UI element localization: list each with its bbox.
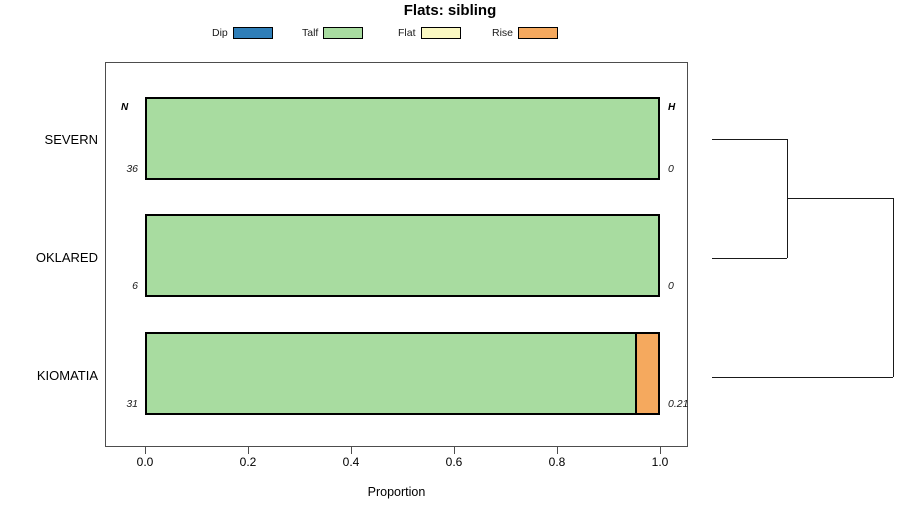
h-column-header: H [668, 102, 676, 113]
dendro-leaf-severn [712, 139, 787, 140]
legend-swatch-rise [518, 27, 559, 39]
bar-segment-rise [635, 334, 658, 413]
n-value-kiomatia: 31 [126, 398, 138, 410]
legend-swatch-flat [420, 27, 461, 39]
xaxis-tick-5 [660, 447, 661, 454]
legend-item-talf[interactable]: Talf [302, 24, 364, 42]
dendro-merge-root [893, 198, 894, 377]
dendrogram [700, 62, 900, 447]
category-label-severn: SEVERN [44, 132, 98, 147]
chart-legend: Dip Talf Flat Rise [212, 24, 592, 42]
xaxis-ticklabel-2: 0.4 [342, 455, 360, 469]
n-column-header: N [121, 102, 129, 113]
h-value-severn: 0 [668, 163, 674, 175]
legend-label-talf: Talf [302, 27, 319, 39]
n-value-severn: 36 [126, 163, 138, 175]
legend-label-flat: Flat [398, 27, 416, 39]
xaxis-ticklabel-0: 0.0 [136, 455, 154, 469]
h-value-kiomatia: 0.21 [668, 398, 689, 410]
xaxis-ticklabel-4: 0.8 [548, 455, 566, 469]
xaxis-tick-1 [248, 447, 249, 454]
xaxis-title: Proportion [367, 485, 426, 499]
xaxis-ticklabel-3: 0.6 [445, 455, 463, 469]
bar-segment-talf [147, 99, 658, 178]
dendro-leaf-oklared [712, 258, 787, 259]
bar-oklared[interactable] [145, 214, 660, 297]
xaxis-tick-0 [145, 447, 146, 454]
xaxis-tick-3 [454, 447, 455, 454]
category-axis: SEVERN OKLARED KIOMATIA [0, 62, 98, 447]
page-title: Flats: sibling [403, 2, 497, 19]
bar-segment-talf [147, 216, 658, 295]
legend-label-dip: Dip [212, 27, 228, 39]
xaxis-tick-4 [557, 447, 558, 454]
legend-item-rise[interactable]: Rise [492, 24, 559, 42]
xaxis-tick-2 [351, 447, 352, 454]
legend-swatch-talf [323, 27, 364, 39]
legend-item-flat[interactable]: Flat [398, 24, 461, 42]
legend-item-dip[interactable]: Dip [212, 24, 273, 42]
legend-label-rise: Rise [492, 27, 514, 39]
bar-severn[interactable] [145, 97, 660, 180]
legend-swatch-dip [232, 27, 273, 39]
bar-kiomatia[interactable] [145, 332, 660, 415]
category-label-kiomatia: KIOMATIA [36, 368, 98, 383]
xaxis-ticklabel-5: 1.0 [651, 455, 669, 469]
dendro-branch-cluster1 [787, 198, 893, 199]
bar-segment-talf [147, 334, 635, 413]
n-value-oklared: 6 [132, 280, 138, 292]
category-label-oklared: OKLARED [35, 250, 98, 265]
dendro-leaf-kiomatia [712, 377, 893, 378]
h-value-oklared: 0 [668, 280, 674, 292]
xaxis-ticklabel-1: 0.2 [239, 455, 257, 469]
